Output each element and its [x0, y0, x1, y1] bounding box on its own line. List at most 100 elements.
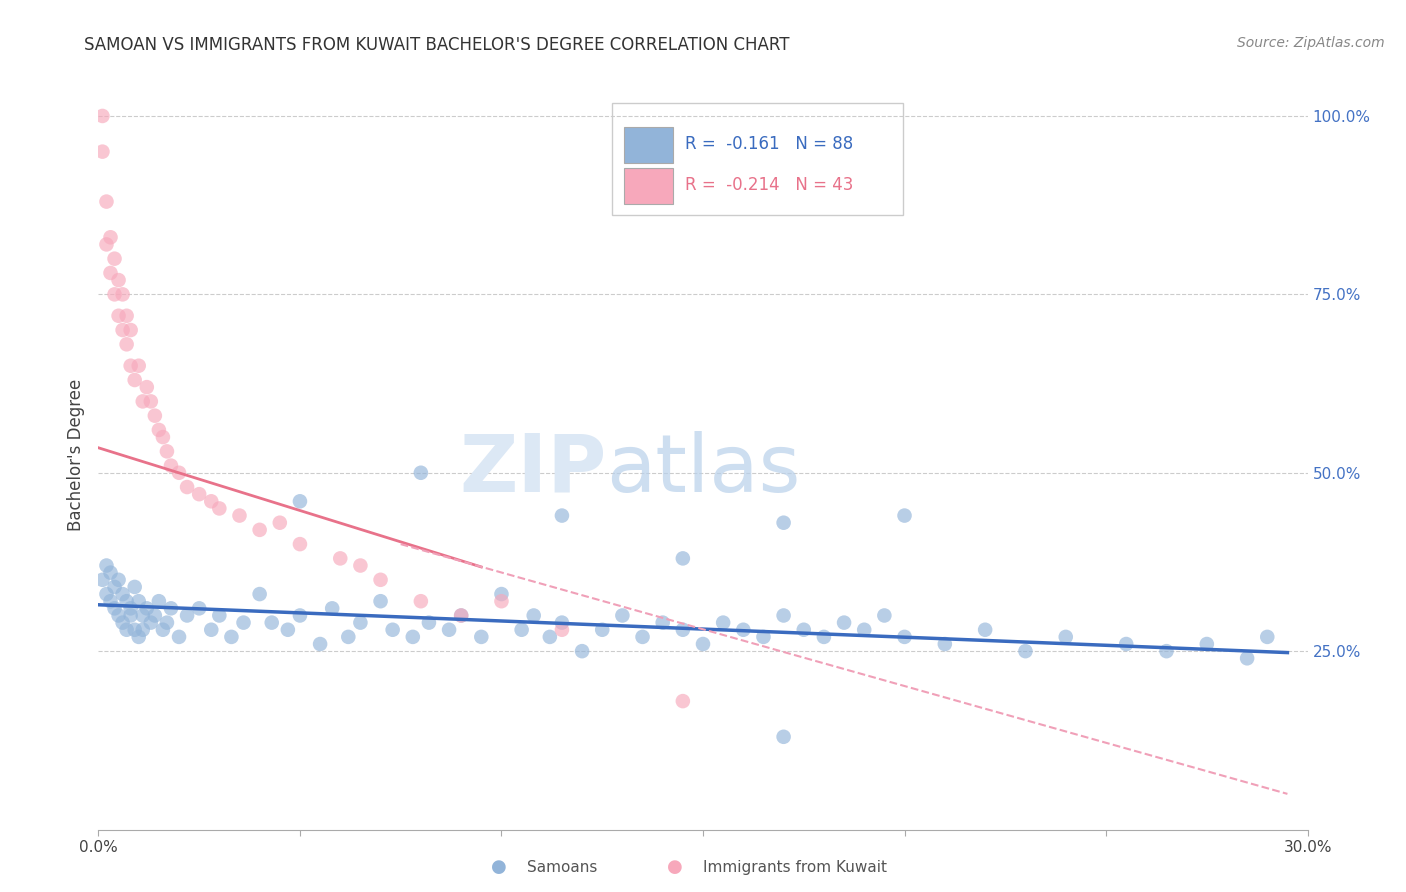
Text: SAMOAN VS IMMIGRANTS FROM KUWAIT BACHELOR'S DEGREE CORRELATION CHART: SAMOAN VS IMMIGRANTS FROM KUWAIT BACHELO…	[84, 36, 790, 54]
Point	[672, 623, 695, 637]
Text: atlas: atlas	[606, 431, 800, 509]
Point	[148, 423, 170, 437]
Point	[832, 615, 855, 630]
Point	[107, 573, 129, 587]
Point	[571, 644, 593, 658]
Point	[143, 409, 166, 423]
Point	[124, 623, 146, 637]
Point	[337, 630, 360, 644]
Point	[733, 623, 755, 637]
Point	[143, 608, 166, 623]
Point	[538, 630, 561, 644]
Point	[160, 601, 183, 615]
Point	[793, 623, 815, 637]
Point	[249, 587, 271, 601]
Point	[711, 615, 734, 630]
Point	[752, 630, 775, 644]
Point	[103, 287, 125, 301]
Point	[672, 551, 695, 566]
Point	[208, 608, 231, 623]
Point	[772, 516, 794, 530]
Point	[135, 380, 157, 394]
Point	[349, 615, 371, 630]
Point	[228, 508, 250, 523]
Point	[1115, 637, 1137, 651]
Point	[107, 273, 129, 287]
Point	[188, 601, 211, 615]
Point	[103, 601, 125, 615]
Point	[100, 566, 122, 580]
Y-axis label: Bachelor's Degree: Bachelor's Degree	[66, 379, 84, 531]
Point	[591, 623, 613, 637]
Text: Samoans: Samoans	[527, 860, 598, 874]
Point	[409, 594, 432, 608]
Point	[135, 601, 157, 615]
Point	[418, 615, 440, 630]
Point	[132, 394, 155, 409]
Point	[813, 630, 835, 644]
Point	[176, 480, 198, 494]
Point	[269, 516, 291, 530]
Point	[249, 523, 271, 537]
Point	[176, 608, 198, 623]
Bar	[613, 103, 903, 215]
Point	[370, 573, 392, 587]
Point	[96, 194, 118, 209]
Point	[221, 630, 243, 644]
Point	[120, 601, 142, 615]
Point	[103, 252, 125, 266]
Point	[329, 551, 352, 566]
Point	[1236, 651, 1258, 665]
Point	[651, 615, 673, 630]
Point	[260, 615, 283, 630]
Point	[491, 594, 513, 608]
Point	[232, 615, 254, 630]
Point	[853, 623, 876, 637]
Point	[115, 623, 138, 637]
Point	[115, 337, 138, 351]
Point	[111, 323, 134, 337]
Point	[470, 630, 492, 644]
Point	[409, 466, 432, 480]
Point	[934, 637, 956, 651]
Point	[103, 580, 125, 594]
Point	[167, 630, 190, 644]
Point	[120, 359, 142, 373]
Point	[200, 623, 222, 637]
Text: R =  -0.161   N = 88: R = -0.161 N = 88	[685, 135, 853, 153]
Point	[139, 394, 162, 409]
Point	[152, 623, 174, 637]
Point	[91, 145, 114, 159]
Point	[288, 608, 311, 623]
Point	[132, 623, 155, 637]
Point	[132, 608, 155, 623]
Point	[128, 594, 150, 608]
Point	[1054, 630, 1077, 644]
Point	[893, 508, 915, 523]
Point	[96, 237, 118, 252]
Point	[208, 501, 231, 516]
Point	[200, 494, 222, 508]
Point	[1156, 644, 1178, 658]
Point	[115, 594, 138, 608]
Point	[160, 458, 183, 473]
Point	[139, 615, 162, 630]
Point	[128, 359, 150, 373]
Text: ●: ●	[491, 858, 508, 876]
Point	[450, 608, 472, 623]
Point	[156, 615, 179, 630]
Point	[128, 630, 150, 644]
Point	[1014, 644, 1036, 658]
Point	[551, 508, 574, 523]
Point	[100, 266, 122, 280]
Point	[111, 587, 134, 601]
Point	[111, 287, 134, 301]
Point	[523, 608, 546, 623]
Point	[692, 637, 714, 651]
Point	[772, 608, 794, 623]
Point	[124, 580, 146, 594]
Point	[111, 615, 134, 630]
Point	[510, 623, 533, 637]
Point	[288, 537, 311, 551]
Point	[120, 323, 142, 337]
